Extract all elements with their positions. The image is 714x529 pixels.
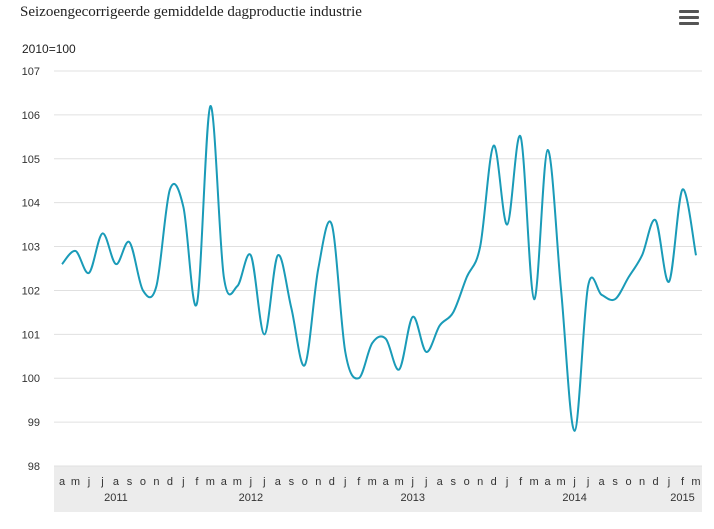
x-month-label: o (625, 476, 631, 488)
y-tick-label: 98 (28, 461, 40, 473)
x-month-label: j (505, 476, 508, 488)
y-tick-label: 105 (22, 154, 40, 166)
x-month-label: o (302, 476, 308, 488)
x-month-label: m (71, 476, 80, 488)
x-month-label: d (167, 476, 173, 488)
x-month-label: a (545, 476, 552, 488)
x-month-label: j (343, 476, 346, 488)
x-year-label: 2012 (239, 492, 263, 504)
x-month-label: n (315, 476, 321, 488)
x-month-label: m (530, 476, 539, 488)
chart-title: Seizoengecorrigeerde gemiddelde dagprodu… (20, 4, 362, 20)
x-month-label: j (424, 476, 427, 488)
x-month-label: n (639, 476, 645, 488)
hamburger-menu-icon[interactable] (679, 10, 699, 26)
x-month-label: d (329, 476, 335, 488)
x-month-label: m (557, 476, 566, 488)
y-tick-label: 107 (22, 66, 40, 78)
x-month-label: j (572, 476, 575, 488)
series-line (61, 105, 697, 432)
x-month-label: d (491, 476, 497, 488)
x-axis-year-labels: 2011 2012 2013 2014 2015 (104, 492, 695, 504)
x-month-label: j (586, 476, 589, 488)
x-month-label: a (275, 476, 282, 488)
x-month-label: o (464, 476, 470, 488)
x-month-label: f (681, 476, 685, 488)
grid-lines (54, 70, 702, 467)
x-axis-band (54, 466, 702, 512)
y-tick-label: 106 (22, 110, 40, 122)
x-month-label: j (249, 476, 252, 488)
x-month-label: m (368, 476, 377, 488)
x-month-label: n (477, 476, 483, 488)
x-year-label: 2015 (670, 492, 694, 504)
x-month-label: j (181, 476, 184, 488)
x-year-label: 2014 (562, 492, 586, 504)
x-month-label: m (233, 476, 242, 488)
x-month-label: a (221, 476, 228, 488)
y-tick-label: 104 (22, 198, 40, 210)
x-month-label: a (383, 476, 390, 488)
x-month-label: d (652, 476, 658, 488)
y-tick-label: 99 (28, 417, 40, 429)
x-month-label: j (262, 476, 265, 488)
y-tick-label: 103 (22, 242, 40, 254)
x-month-label: s (289, 476, 295, 488)
unit-label: 2010=100 (22, 42, 76, 56)
x-month-label: s (127, 476, 133, 488)
y-tick-label: 102 (22, 285, 40, 297)
x-month-label: a (59, 476, 66, 488)
series-points (62, 106, 697, 432)
x-month-label: m (395, 476, 404, 488)
x-month-label: f (519, 476, 523, 488)
x-month-label: j (100, 476, 103, 488)
x-month-label: a (437, 476, 444, 488)
x-month-label: f (357, 476, 361, 488)
x-month-label: j (410, 476, 413, 488)
x-month-label: j (87, 476, 90, 488)
x-month-label: m (206, 476, 215, 488)
y-tick-label: 100 (22, 373, 40, 385)
y-tick-label: 101 (22, 329, 40, 341)
x-year-label: 2013 (400, 492, 424, 504)
x-month-label: j (667, 476, 670, 488)
x-month-label: f (195, 476, 199, 488)
x-month-label: o (140, 476, 146, 488)
x-year-label: 2011 (104, 492, 128, 504)
x-month-label: m (691, 476, 700, 488)
x-month-label: a (599, 476, 606, 488)
x-month-label: a (113, 476, 120, 488)
x-month-label: s (450, 476, 456, 488)
x-month-label: n (153, 476, 159, 488)
y-axis-tick-labels: 98 99 100 101 102 103 104 105 106 107 (22, 66, 40, 473)
x-month-label: s (612, 476, 618, 488)
